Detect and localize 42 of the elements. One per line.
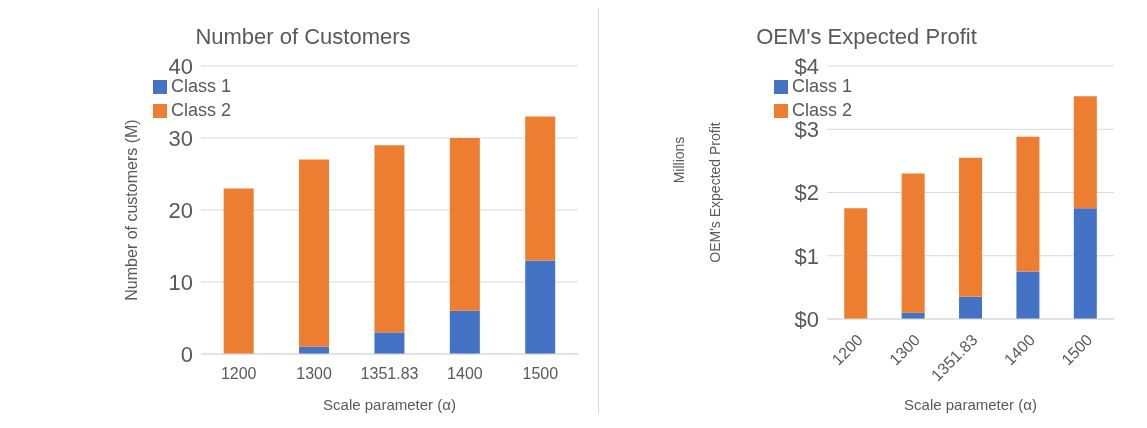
y-axis-title: Number of customers (M) [122,119,140,301]
x-axis-title: Scale parameter (α) [323,396,456,413]
bar [525,260,556,354]
bar [901,173,925,313]
y-tick-label: $1 [794,243,820,269]
y-tick-label: 20 [168,197,194,223]
bar [844,208,868,319]
text: Millions [671,136,687,184]
bar [374,332,405,354]
bar [299,159,330,347]
x-tick-label: 1500 [522,365,559,383]
bar [374,145,405,333]
bar [525,116,556,261]
chart-title: Number of Customers [194,23,412,51]
bar [449,310,480,354]
bar [1073,208,1097,319]
y-tick-label: 10 [168,269,194,295]
bar [223,188,254,354]
legend-label: Class 2 [792,100,853,120]
x-axis-title: Scale parameter (α) [904,396,1037,413]
bar [1016,136,1040,272]
y-tick-label: $2 [794,180,820,206]
x-tick-label: 1400 [447,365,483,383]
x-tick-label: 1300 [296,365,333,383]
y-tick-label: $0 [794,306,820,332]
y-axis-title: OEM's Expected Profit [707,122,723,263]
y-tick-label: 0 [180,341,194,367]
x-tick-label: 1351.83 [360,365,419,383]
legend-label: Class 1 [792,76,853,96]
bar [449,138,480,311]
y-tick-label: 30 [168,125,194,151]
chart-title: OEM's Expected Profit [755,23,978,51]
bar [1016,271,1040,319]
bar [959,296,983,319]
bar [1073,96,1097,209]
y-tick-label: 40 [168,53,194,79]
bar [959,157,983,297]
x-tick-label: 1200 [220,365,257,383]
legend-label: Class 2 [171,100,232,120]
legend-label: Class 1 [171,76,232,96]
y-tick-label: $3 [794,117,820,143]
y-tick-label: $4 [794,53,820,79]
